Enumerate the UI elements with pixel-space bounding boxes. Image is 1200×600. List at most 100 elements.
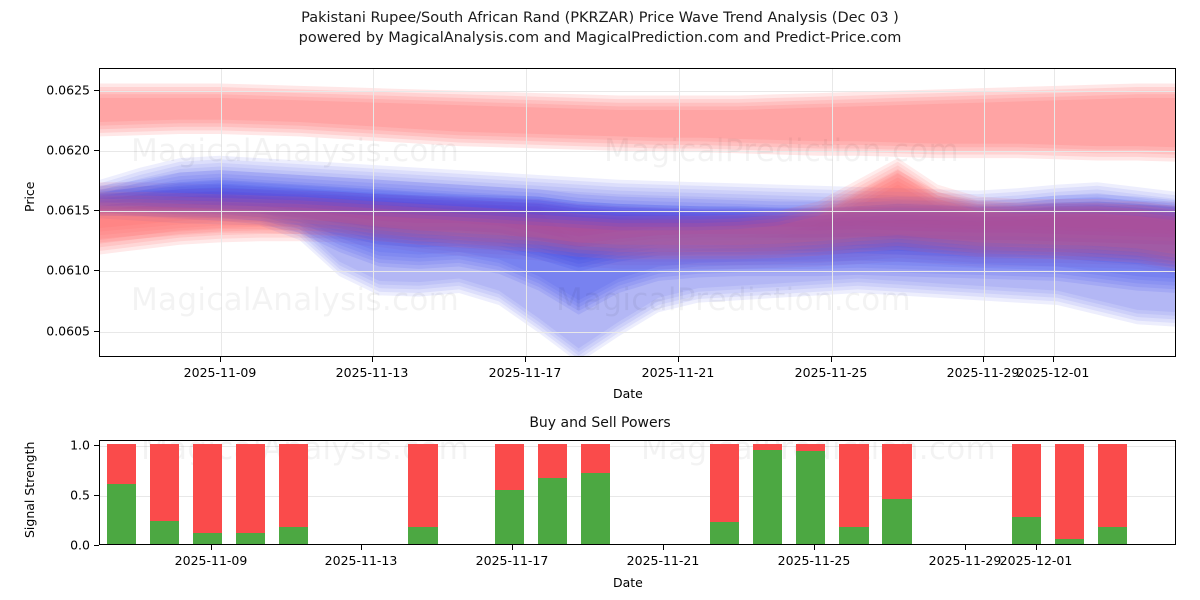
power-xtick-label-3: 2025-11-21 xyxy=(626,553,700,568)
price-ytick-label-4: 0.0625 xyxy=(46,82,90,98)
price-xtick-mark-3 xyxy=(678,357,679,362)
price-gridline-v-1 xyxy=(373,69,374,356)
price-ytick-mark-3 xyxy=(94,149,99,151)
price-band-blue-band-outer-upper-4 xyxy=(100,155,1175,349)
price-band-purple-core-upper-0 xyxy=(100,202,1175,248)
price-gridline-v-4 xyxy=(832,69,833,356)
sell-power-segment xyxy=(236,444,266,533)
power-gridline-h-1 xyxy=(100,496,1175,497)
price-plot-area: MagicalAnalysis.com MagicalPrediction.com… xyxy=(99,68,1176,357)
price-xtick-mark-1 xyxy=(372,357,373,362)
power-xtick-label-5: 2025-11-29 xyxy=(928,553,1002,568)
power-xtick-label-6: 2025-12-01 xyxy=(999,553,1073,568)
power-xtick-mark-0 xyxy=(211,545,212,550)
price-band-blue-band-outer-upper-3 xyxy=(100,159,1175,352)
price-ytick-mark-0 xyxy=(94,330,99,332)
buy-power-segment xyxy=(236,533,266,544)
price-xtick-mark-2 xyxy=(525,357,526,362)
power-bar[interactable] xyxy=(279,444,309,544)
power-bar[interactable] xyxy=(1054,444,1084,544)
sell-power-segment xyxy=(839,444,869,527)
price-band-purple-core-upper-4 xyxy=(100,188,1175,233)
power-ytick-label-1: 0.5 xyxy=(70,487,90,503)
buy-power-segment xyxy=(279,527,309,544)
power-bar[interactable] xyxy=(106,444,137,544)
power-bar[interactable] xyxy=(193,444,223,544)
price-ytick-mark-4 xyxy=(94,89,99,91)
buy-power-segment xyxy=(882,499,912,544)
price-xtick-label-0: 2025-11-09 xyxy=(183,365,257,380)
power-xtick-mark-1 xyxy=(361,545,362,550)
power-xtick-label-2: 2025-11-17 xyxy=(475,553,549,568)
power-bar[interactable] xyxy=(494,444,524,544)
buy-power-segment xyxy=(1054,539,1084,544)
power-bar[interactable] xyxy=(753,444,783,544)
power-bar[interactable] xyxy=(1011,444,1041,544)
price-gridline-h-0 xyxy=(100,331,1175,333)
price-band-blue-core-upper-2 xyxy=(100,187,1175,265)
price-band-red-band-2-upper-4 xyxy=(100,170,1175,261)
power-chart-title: Buy and Sell Powers xyxy=(529,415,671,431)
price-gridline-h-4 xyxy=(100,90,1175,92)
price-gridline-v-0 xyxy=(221,69,222,356)
price-y-axis-title: Price xyxy=(22,181,37,213)
power-xtick-mark-4 xyxy=(814,545,815,550)
power-chart-panel: Buy and Sell Powers MagicalAnalysis.comM… xyxy=(0,410,1200,600)
price-band-blue-core-upper-4 xyxy=(100,179,1175,257)
buy-power-segment xyxy=(494,490,524,544)
sell-power-segment xyxy=(149,444,180,521)
power-bar[interactable] xyxy=(408,444,438,544)
buy-power-segment xyxy=(839,527,869,544)
price-xtick-mark-4 xyxy=(831,357,832,362)
price-band-outer-red-upper-0 xyxy=(100,97,1175,162)
price-band-blue-band-mid-upper-3 xyxy=(100,173,1175,304)
watermark-1: MagicalPrediction.com xyxy=(604,133,959,169)
power-bar[interactable] xyxy=(839,444,869,544)
watermark-2: MagicalAnalysis.com xyxy=(131,282,459,318)
sell-power-segment xyxy=(537,444,567,478)
price-band-red-band-2-upper-2 xyxy=(100,177,1175,268)
page-title: Pakistani Rupee/South African Rand (PKRZ… xyxy=(301,10,899,26)
price-band-outer-red-upper-3 xyxy=(100,87,1175,151)
sell-power-segment xyxy=(279,444,309,527)
power-xtick-mark-3 xyxy=(663,545,664,550)
buy-power-segment xyxy=(537,478,567,544)
price-band-outer-red-upper-4 xyxy=(100,83,1175,148)
price-band-purple-core-upper-2 xyxy=(100,195,1175,240)
price-band-blue-core-upper-3 xyxy=(100,183,1175,261)
sell-power-segment xyxy=(796,444,826,451)
buy-power-segment xyxy=(1097,527,1127,544)
price-xtick-label-4: 2025-11-25 xyxy=(794,365,868,380)
price-gridline-v-6 xyxy=(1054,69,1055,356)
power-bar[interactable] xyxy=(149,444,180,544)
price-xtick-mark-6 xyxy=(1053,357,1054,362)
price-band-red-band-2-upper-3 xyxy=(100,173,1175,264)
price-gridline-v-3 xyxy=(679,69,680,356)
power-ytick-label-0: 0.0 xyxy=(70,537,90,553)
power-bar[interactable] xyxy=(710,444,740,544)
price-xtick-label-5: 2025-11-29 xyxy=(946,365,1020,380)
buy-power-segment xyxy=(580,473,611,544)
power-bar[interactable] xyxy=(796,444,826,544)
sell-power-segment xyxy=(1011,444,1041,517)
power-xtick-label-4: 2025-11-25 xyxy=(777,553,851,568)
price-band-blue-band-outer-upper-0 xyxy=(100,170,1175,356)
buy-power-segment xyxy=(408,527,438,544)
price-xtick-label-1: 2025-11-13 xyxy=(335,365,409,380)
price-x-axis-title: Date xyxy=(613,386,643,401)
power-xtick-mark-5 xyxy=(965,545,966,550)
power-bar[interactable] xyxy=(882,444,912,544)
sell-power-segment xyxy=(1097,444,1127,527)
power-bar[interactable] xyxy=(236,444,266,544)
power-bar[interactable] xyxy=(537,444,567,544)
sell-power-segment xyxy=(710,444,740,522)
buy-power-segment xyxy=(753,450,783,544)
price-band-blue-band-mid-upper-0 xyxy=(100,184,1175,315)
price-band-blue-band-mid-upper-1 xyxy=(100,180,1175,312)
price-band-red-spike-band-upper-3 xyxy=(100,161,1175,258)
power-bar[interactable] xyxy=(580,444,611,544)
price-xtick-label-2: 2025-11-17 xyxy=(488,365,562,380)
power-bar[interactable] xyxy=(1097,444,1127,544)
price-ytick-mark-2 xyxy=(94,210,99,212)
power-xtick-mark-6 xyxy=(1036,545,1037,550)
